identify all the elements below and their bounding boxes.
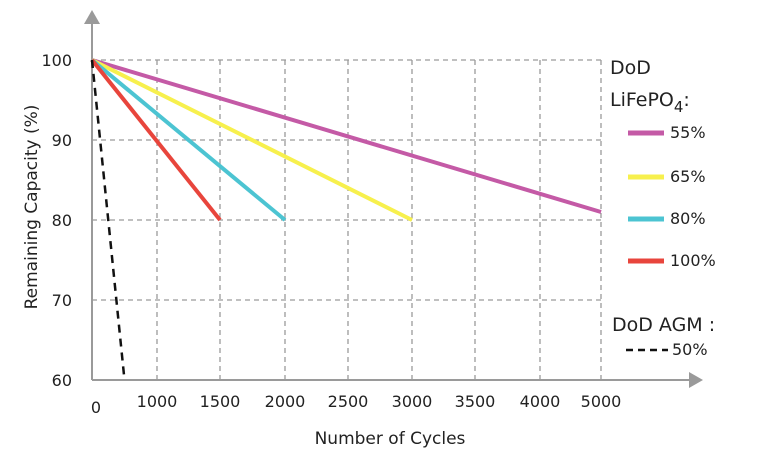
legend-title-lifepo4-subscript: 4 xyxy=(674,98,684,116)
y-tick-label-60: 60 xyxy=(52,371,72,390)
series-line-lifepo4-100pct xyxy=(90,58,222,222)
series-line-lifepo4-65pct xyxy=(91,58,413,222)
series-line-lifepo4-55pct xyxy=(91,58,602,214)
legend-label-lifepo4-80pct: 80% xyxy=(670,209,706,228)
series-line-agm-50pct xyxy=(90,59,126,381)
x-tick-label-4000: 4000 xyxy=(520,392,561,411)
axes xyxy=(84,10,703,388)
x-tick-label-0: 0 xyxy=(91,398,101,417)
x-tick-label-2000: 2000 xyxy=(265,392,306,411)
x-tick-label-1500: 1500 xyxy=(200,392,241,411)
x-axis-arrow xyxy=(689,372,703,388)
x-tick-label-1000: 1000 xyxy=(137,392,178,411)
x-tick-label-3000: 3000 xyxy=(392,392,433,411)
y-tick-label-90: 90 xyxy=(52,131,72,150)
legend-label-lifepo4-65pct: 65% xyxy=(670,167,706,186)
y-tick-label-80: 80 xyxy=(52,211,72,230)
x-tick-label-5000: 5000 xyxy=(581,392,622,411)
legend-title-lifepo4-line1: DoD xyxy=(610,57,651,79)
series-layer xyxy=(90,58,602,381)
series-line-lifepo4-80pct xyxy=(90,58,287,222)
grid xyxy=(92,59,602,380)
y-axis-arrow xyxy=(84,10,100,24)
y-axis-title: Remaining Capacity (%) xyxy=(22,105,42,310)
legend-items: 55% 65% 80% 100% 50% xyxy=(626,123,716,359)
legend-title-lifepo4-base: LiFePO xyxy=(610,89,674,111)
legend-label-lifepo4-55pct: 55% xyxy=(670,123,706,142)
x-tick-label-3500: 3500 xyxy=(455,392,496,411)
legend-title-lifepo4-line2: LiFePO4: xyxy=(610,89,690,116)
legend-title-lifepo4-colon: : xyxy=(683,89,689,111)
x-axis-title: Number of Cycles xyxy=(315,429,466,449)
legend: DoD LiFePO4: DoD AGM : 55% 65% 80% 100% 50% xyxy=(610,57,716,359)
legend-label-agm-50pct: 50% xyxy=(672,340,708,359)
legend-label-lifepo4-100pct: 100% xyxy=(670,251,716,270)
y-tick-label-100: 100 xyxy=(41,51,72,70)
x-tick-label-2500: 2500 xyxy=(328,392,369,411)
y-tick-label-70: 70 xyxy=(52,291,72,310)
legend-title-agm: DoD AGM : xyxy=(612,314,715,336)
